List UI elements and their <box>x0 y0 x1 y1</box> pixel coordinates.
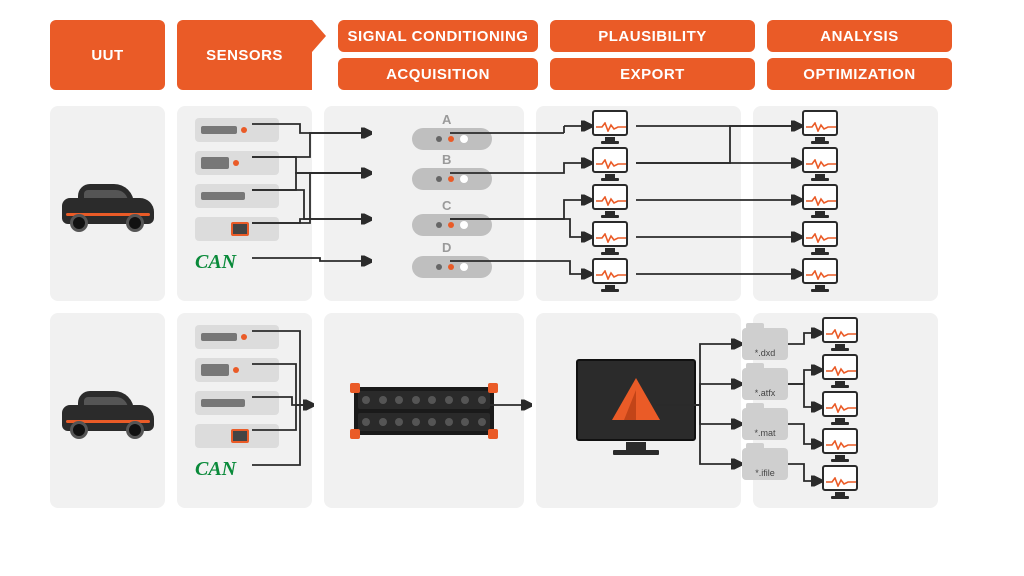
monitor-icon <box>802 110 838 144</box>
monitor-icon <box>802 184 838 218</box>
monitor-icon <box>802 221 838 255</box>
header-sensors: SENSORS <box>177 20 312 90</box>
file-folder-icon: *.dxd <box>742 328 788 360</box>
analysis-monitor-icon <box>576 359 696 461</box>
daq-device-icon <box>354 387 494 435</box>
header-row: UUT SENSORS SIGNAL CONDITIONING ACQUISIT… <box>0 0 1024 100</box>
monitor-icon <box>802 147 838 181</box>
analysis-cell-1 <box>753 106 938 301</box>
conditioner-d <box>412 256 492 278</box>
monitor-icon <box>592 110 628 144</box>
conditioner-label-b: B <box>442 152 451 167</box>
sensor-block-icon <box>195 424 279 448</box>
header-uut: UUT <box>50 20 165 90</box>
monitor-icon <box>592 258 628 292</box>
car-icon <box>60 383 156 439</box>
monitor-icon <box>822 354 858 388</box>
sensors-cell-1: CAN <box>177 106 312 301</box>
monitor-icon <box>822 317 858 351</box>
conditioner-label-d: D <box>442 240 451 255</box>
monitor-icon <box>822 465 858 499</box>
conditioner-b <box>412 168 492 190</box>
header-plausibility: PLAUSIBILITY <box>550 20 755 52</box>
monitor-icon <box>822 428 858 462</box>
sensor-bar-icon <box>195 184 279 208</box>
plaus-cell-1 <box>536 106 741 301</box>
sensor-probe-icon <box>195 118 279 142</box>
conditioner-a <box>412 128 492 150</box>
plaus-cell-2 <box>536 313 741 508</box>
sensors-cell-2: CAN <box>177 313 312 508</box>
monitor-icon <box>802 258 838 292</box>
file-folder-icon: *.atfx <box>742 368 788 400</box>
sensor-bar-icon <box>195 391 279 415</box>
sensor-connector-icon <box>195 151 279 175</box>
can-label: CAN <box>195 250 279 274</box>
header-col3: SIGNAL CONDITIONING ACQUISITION <box>338 20 538 90</box>
uut-cell-2 <box>50 313 165 508</box>
sensor-connector-icon <box>195 358 279 382</box>
monitor-icon <box>592 221 628 255</box>
monitor-icon <box>592 184 628 218</box>
sensor-probe-icon <box>195 325 279 349</box>
sensor-block-icon <box>195 217 279 241</box>
signal-cell-1: A B C D <box>324 106 524 301</box>
uut-cell-1 <box>50 106 165 301</box>
header-export: EXPORT <box>550 58 755 90</box>
car-icon <box>60 176 156 232</box>
conditioner-label-a: A <box>442 112 451 127</box>
signal-cell-2 <box>324 313 524 508</box>
monitor-icon <box>592 147 628 181</box>
header-analysis: ANALYSIS <box>767 20 952 52</box>
header-acquisition: ACQUISITION <box>338 58 538 90</box>
header-optimization: OPTIMIZATION <box>767 58 952 90</box>
file-folder-icon: *.mat <box>742 408 788 440</box>
header-col4: PLAUSIBILITY EXPORT <box>550 20 755 90</box>
monitor-icon <box>822 391 858 425</box>
conditioner-label-c: C <box>442 198 451 213</box>
can-label: CAN <box>195 457 279 481</box>
file-folder-icon: *.ifile <box>742 448 788 480</box>
header-col5: ANALYSIS OPTIMIZATION <box>767 20 952 90</box>
conditioner-c <box>412 214 492 236</box>
header-signal-conditioning: SIGNAL CONDITIONING <box>338 20 538 52</box>
